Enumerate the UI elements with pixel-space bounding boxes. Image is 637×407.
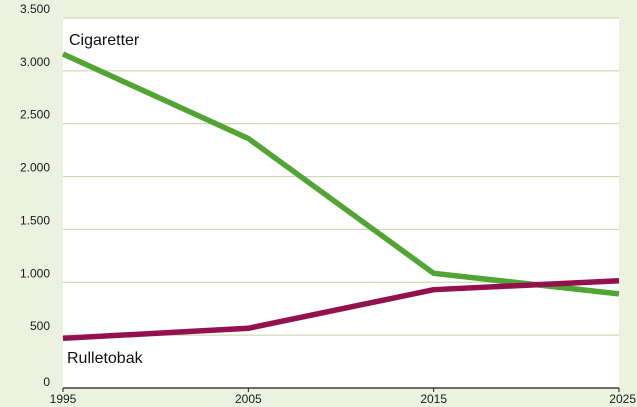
x-tick-label: 2005 [235,392,262,406]
y-tick-label: 1.000 [20,266,50,280]
series-label-rulletobak: Rulletobak [67,350,144,367]
y-tick-label: 0 [43,375,50,389]
y-tick-label: 2.000 [20,161,50,175]
y-tick-label: 1.500 [20,213,50,227]
x-axis: 1995 2005 2015 2025 [50,387,636,406]
x-tick-label: 1995 [50,392,77,406]
series-lines [61,51,620,342]
y-tick-label: 500 [30,319,50,333]
series-line-rulletobak [62,277,620,342]
series-label-cigaretter: Cigaretter [69,32,140,49]
x-tick-label: 2025 [609,392,636,406]
series-labels: Cigaretter Rulletobak [67,32,144,367]
y-tick-label: 3.500 [20,2,50,16]
y-tick-label: 3.000 [20,55,50,69]
x-tick-label: 2015 [420,392,447,406]
y-tick-label: 2.500 [20,108,50,122]
y-axis: 0 500 1.000 1.500 2.000 2.500 3.000 3.500 [20,2,50,389]
